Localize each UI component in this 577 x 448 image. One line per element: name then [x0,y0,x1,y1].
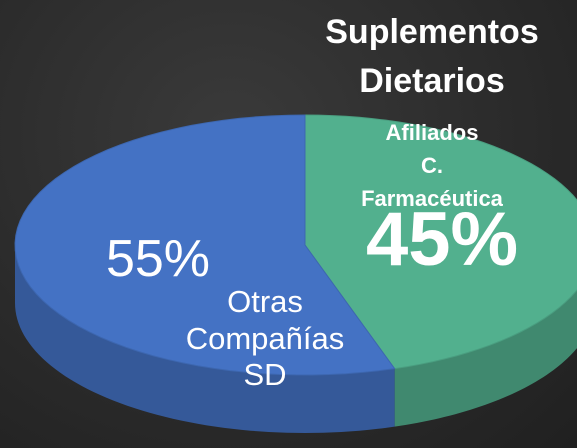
slice-label: Afiliados C. Farmacéutica [361,120,503,211]
value-label: 45% [365,197,519,282]
value-label: 55% [105,230,211,288]
slice-side [394,290,577,427]
slice [14,114,396,376]
slice [304,114,577,370]
chart-title: Suplementos Dietarios [325,13,539,101]
slice-label: Otras Compañías SD [185,284,345,393]
slice-side [15,245,395,433]
